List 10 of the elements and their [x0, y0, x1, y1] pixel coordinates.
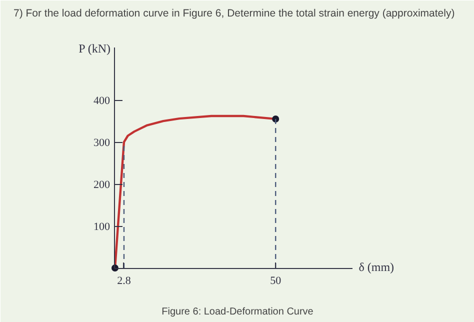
x-axis-title: δ (mm) — [358, 260, 394, 274]
y-tick-label: 300 — [93, 137, 110, 150]
y-tick-label: 200 — [93, 179, 110, 192]
x-tick-label: 50 — [270, 275, 282, 288]
caption: Figure 6: Load-Deformation Curve — [162, 306, 314, 318]
chart-title: 7) For the load deformation curve in Figure 6, Determine the total strain energy (approximately) — [14, 8, 455, 20]
y-tick-label: 100 — [93, 221, 110, 234]
x-tick-label: 2.8 — [117, 275, 132, 288]
y-axis-title: P (kN) — [78, 42, 111, 56]
y-tick-label: 400 — [93, 95, 110, 108]
